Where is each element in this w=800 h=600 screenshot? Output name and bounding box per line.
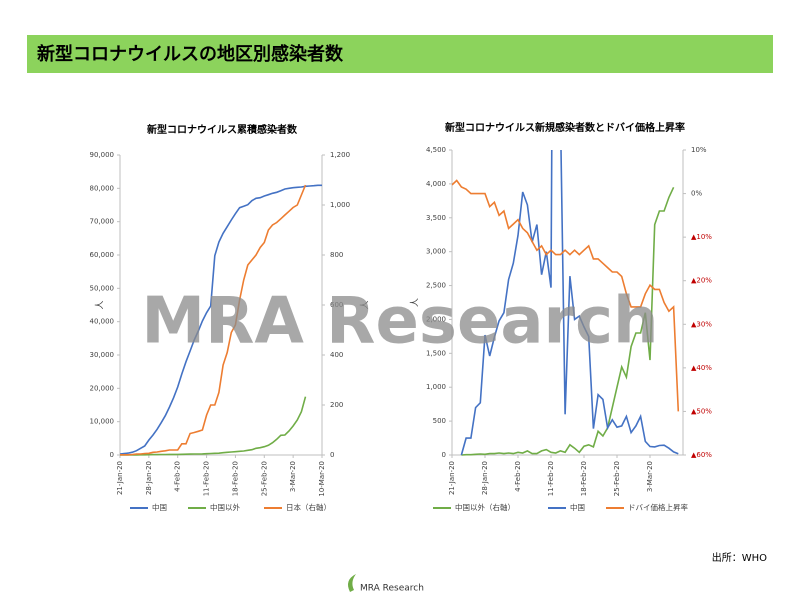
x-tick-label: 21-Jan-20 bbox=[116, 461, 124, 495]
x-tick-label: 11-Feb-20 bbox=[547, 461, 555, 496]
legend-label: 中国以外 bbox=[210, 502, 240, 512]
x-tick-label: 3-Mar-20 bbox=[646, 461, 654, 492]
x-tick-label: 10-Mar-20 bbox=[318, 461, 326, 497]
series-line bbox=[120, 184, 322, 455]
series-line bbox=[120, 396, 307, 456]
y-tick-label: 2,000 bbox=[426, 315, 446, 323]
y2-tick-label: ▲10% bbox=[691, 233, 712, 241]
legend-label: ドバイ価格上昇率 bbox=[628, 502, 688, 512]
y2-tick-label: 600 bbox=[330, 301, 343, 309]
x-tick-label: 4-Feb-20 bbox=[174, 461, 182, 492]
header-title: 新型コロナウイルスの地区別感染者数 bbox=[37, 43, 344, 65]
series-line bbox=[120, 184, 307, 456]
y-tick-label: 2,500 bbox=[426, 282, 446, 290]
legend-label: 中国 bbox=[152, 502, 167, 512]
y2-tick-label: 1,200 bbox=[330, 151, 350, 159]
x-tick-label: 18-Feb-20 bbox=[580, 461, 588, 496]
y2-tick-label: 1,000 bbox=[330, 201, 350, 209]
y-tick-label: 50,000 bbox=[90, 284, 115, 292]
legend-label: 中国以外（右軸） bbox=[455, 502, 515, 512]
y2-tick-label: ▲60% bbox=[691, 451, 712, 459]
chart-title: 新型コロナウイルス新規感染者数とドバイ価格上昇率 bbox=[445, 121, 685, 134]
y-tick-label: 1,500 bbox=[426, 349, 446, 357]
y2-tick-label: ▲20% bbox=[691, 277, 712, 285]
y-tick-label: 4,500 bbox=[426, 146, 446, 154]
series-line bbox=[452, 179, 680, 412]
y-tick-label: 90,000 bbox=[90, 151, 115, 159]
y-tick-label: 20,000 bbox=[90, 384, 115, 392]
y-tick-label: 60,000 bbox=[90, 251, 115, 259]
y-tick-label: 80,000 bbox=[90, 184, 115, 192]
x-tick-label: 4-Feb-20 bbox=[514, 461, 522, 492]
footer-logo-icon bbox=[348, 574, 356, 592]
x-tick-label: 3-Mar-20 bbox=[289, 461, 297, 492]
y-axis-label: 人 bbox=[95, 300, 106, 309]
y-tick-label: 500 bbox=[433, 417, 446, 425]
y2-tick-label: 800 bbox=[330, 251, 343, 259]
x-tick-label: 28-Jan-20 bbox=[145, 461, 153, 495]
x-tick-label: 28-Jan-20 bbox=[481, 461, 489, 495]
x-tick-label: 11-Feb-20 bbox=[203, 461, 211, 496]
chart-title: 新型コロナウイルス累積感染者数 bbox=[147, 123, 298, 136]
y-tick-label: 30,000 bbox=[90, 351, 115, 359]
y2-tick-label: 0% bbox=[691, 190, 702, 198]
y-tick-label: 10,000 bbox=[90, 418, 115, 426]
legend-label: 日本（右軸） bbox=[286, 502, 331, 512]
y2-tick-label: ▲50% bbox=[691, 407, 712, 415]
series-line bbox=[460, 150, 679, 456]
series-line bbox=[461, 186, 675, 456]
y-tick-label: 3,000 bbox=[426, 248, 446, 256]
y-tick-label: 1,000 bbox=[426, 383, 446, 391]
y2-tick-label: 0 bbox=[330, 451, 334, 459]
y2-tick-label: 200 bbox=[330, 401, 343, 409]
y2-axis-label: 人 bbox=[360, 300, 371, 309]
watermark: MRA Research bbox=[141, 285, 658, 359]
y-tick-label: 40,000 bbox=[90, 318, 115, 326]
x-tick-label: 21-Jan-20 bbox=[448, 461, 456, 495]
legend-label: 中国 bbox=[570, 502, 585, 512]
x-tick-label: 18-Feb-20 bbox=[231, 461, 239, 496]
y-tick-label: 0 bbox=[110, 451, 114, 459]
y-tick-label: 0 bbox=[442, 451, 446, 459]
y-axis-label: 人 bbox=[410, 298, 421, 307]
x-tick-label: 25-Feb-20 bbox=[613, 461, 621, 496]
source: 出所：WHO bbox=[712, 551, 767, 564]
y2-tick-label: ▲40% bbox=[691, 364, 712, 372]
y2-tick-label: ▲30% bbox=[691, 320, 712, 328]
footer-logo: MRA Research bbox=[360, 584, 424, 594]
y-tick-label: 70,000 bbox=[90, 218, 115, 226]
y-tick-label: 3,500 bbox=[426, 214, 446, 222]
y-tick-label: 4,000 bbox=[426, 180, 446, 188]
y2-tick-label: 400 bbox=[330, 351, 343, 359]
header-bar bbox=[27, 35, 773, 73]
x-tick-label: 25-Feb-20 bbox=[260, 461, 268, 496]
y2-tick-label: 10% bbox=[691, 146, 707, 154]
